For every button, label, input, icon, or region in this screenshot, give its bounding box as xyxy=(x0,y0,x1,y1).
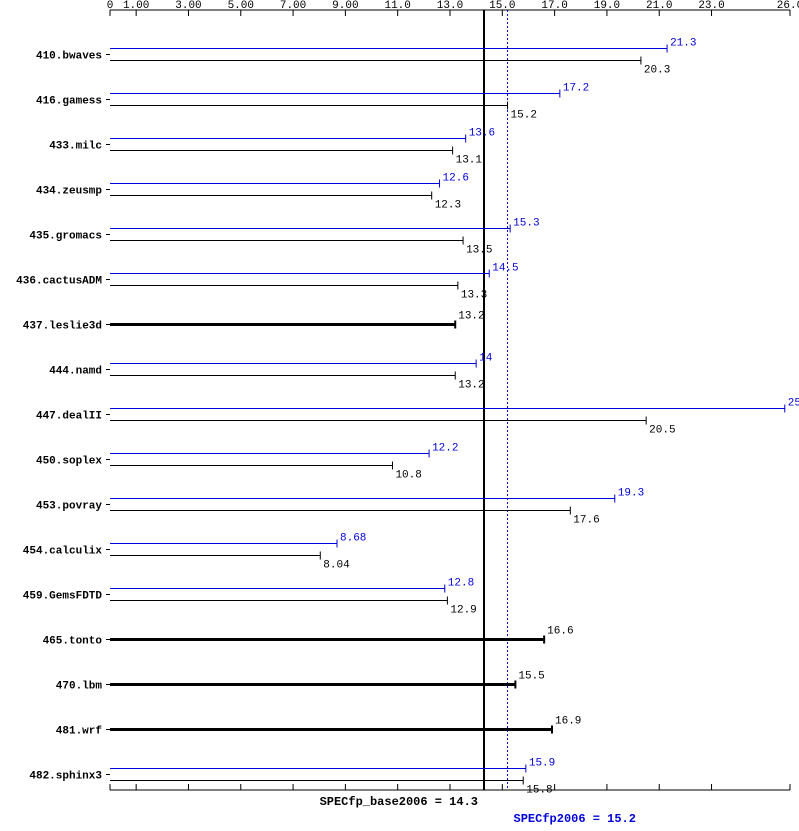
axis-tick-label: 23.0 xyxy=(698,0,724,12)
benchmark-peak-value: 17.2 xyxy=(563,83,589,95)
axis-tick-label: 3.00 xyxy=(175,0,201,12)
benchmark-peak-value: 15.9 xyxy=(529,758,555,770)
benchmark-base-value: 20.5 xyxy=(649,425,675,437)
benchmark-label: 447.dealII xyxy=(36,411,102,423)
benchmark-base-value: 8.04 xyxy=(323,560,350,572)
axis-tick-label: 21.0 xyxy=(646,0,672,12)
axis-tick-label: 1.00 xyxy=(123,0,149,12)
benchmark-base-value: 12.3 xyxy=(435,200,461,212)
benchmark-value: 16.6 xyxy=(547,626,573,638)
benchmark-label: 410.bwaves xyxy=(36,51,102,63)
benchmark-base-value: 17.6 xyxy=(573,515,599,527)
benchmark-value: 13.2 xyxy=(458,311,484,323)
benchmark-label: 444.namd xyxy=(49,366,102,378)
benchmark-label: 433.milc xyxy=(49,141,102,153)
axis-tick-label: 19.0 xyxy=(594,0,620,12)
benchmark-label: 470.lbm xyxy=(56,681,103,693)
axis-tick-label: 15.0 xyxy=(489,0,515,12)
axis-tick-label: 7.00 xyxy=(280,0,306,12)
axis-tick-label: 26.0 xyxy=(777,0,799,12)
benchmark-label: 435.gromacs xyxy=(29,231,102,243)
benchmark-base-value: 13.2 xyxy=(458,380,484,392)
benchmark-base-value: 15.8 xyxy=(526,785,552,797)
axis-tick-label: 17.0 xyxy=(541,0,567,12)
axis-tick-label: 5.00 xyxy=(228,0,254,12)
base-reference-label: SPECfp_base2006 = 14.3 xyxy=(320,795,478,809)
benchmark-peak-value: 12.8 xyxy=(448,578,474,590)
benchmark-label: 437.leslie3d xyxy=(23,321,102,333)
benchmark-label: 416.gamess xyxy=(36,96,102,108)
benchmark-peak-value: 14.5 xyxy=(492,263,518,275)
benchmark-base-value: 10.8 xyxy=(395,470,421,482)
benchmark-base-value: 15.2 xyxy=(511,110,537,122)
benchmark-label: 454.calculix xyxy=(23,546,103,558)
benchmark-peak-value: 13.6 xyxy=(469,128,495,140)
benchmark-peak-value: 14 xyxy=(479,353,493,365)
spec-benchmark-chart: 0 1.00 3.00 5.00 7.00 9.00 11.0 13.0 15.0 17.0 19.… xyxy=(0,0,799,831)
benchmark-peak-value: 25.8 xyxy=(788,398,799,410)
benchmark-base-value: 13.5 xyxy=(466,245,492,257)
benchmark-label: 465.tonto xyxy=(43,636,103,648)
benchmark-base-value: 13.1 xyxy=(456,155,483,167)
benchmark-label: 436.cactusADM xyxy=(16,276,102,288)
benchmark-base-value: 13.3 xyxy=(461,290,487,302)
peak-reference-label: SPECfp2006 = 15.2 xyxy=(514,812,636,826)
benchmark-peak-value: 15.3 xyxy=(513,218,539,230)
benchmark-peak-value: 12.2 xyxy=(432,443,458,455)
benchmark-label: 453.povray xyxy=(36,501,102,513)
benchmark-label: 481.wrf xyxy=(56,726,103,738)
benchmark-value: 15.5 xyxy=(518,671,544,683)
benchmark-peak-value: 12.6 xyxy=(443,173,469,185)
benchmark-value: 16.9 xyxy=(555,716,581,728)
benchmark-label: 450.soplex xyxy=(36,456,102,468)
benchmark-label: 459.GemsFDTD xyxy=(23,591,103,603)
benchmark-base-value: 20.3 xyxy=(644,65,670,77)
benchmark-peak-value: 8.68 xyxy=(340,533,366,545)
benchmark-label: 482.sphinx3 xyxy=(29,771,102,783)
benchmark-base-value: 12.9 xyxy=(450,605,476,617)
axis-tick-label: 13.0 xyxy=(437,0,463,12)
axis-tick-label: 11.0 xyxy=(384,0,410,12)
axis-tick-label: 0 xyxy=(107,0,114,12)
benchmark-peak-value: 19.3 xyxy=(618,488,644,500)
axis-tick-label: 9.00 xyxy=(332,0,358,12)
benchmark-peak-value: 21.3 xyxy=(670,38,696,50)
benchmark-label: 434.zeusmp xyxy=(36,186,102,198)
